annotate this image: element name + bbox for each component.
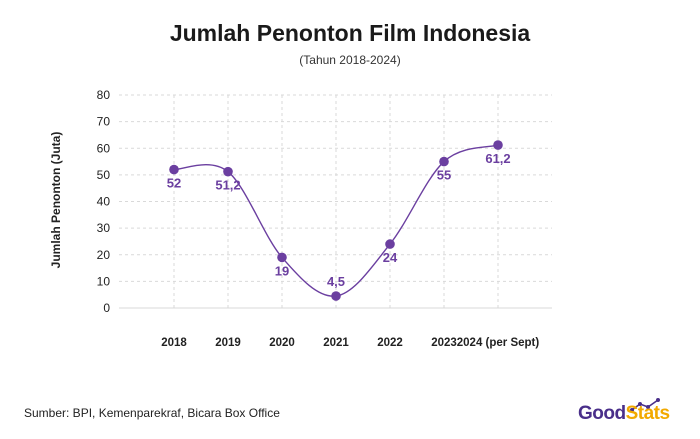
logo-good: Good [578,403,626,424]
x-tick-label: 2019 [215,337,241,349]
data-point [331,291,341,301]
chart-title: Jumlah Penonton Film Indonesia [169,20,531,46]
chart-subtitle: (Tahun 2018-2024) [299,53,401,67]
data-label: 51,2 [215,178,240,193]
data-label: 4,5 [327,274,345,289]
x-tick-label: 2023 [431,337,457,349]
source-note: Sumber: BPI, Kemenparekraf, Bicara Box O… [24,406,280,420]
data-point [493,140,503,150]
x-tick-label: 2021 [323,337,349,349]
y-tick-label: 70 [97,115,111,129]
data-label: 19 [275,263,289,278]
data-label: 55 [437,168,451,183]
data-label: 61,2 [485,151,510,166]
y-tick-label: 0 [103,301,110,315]
y-tick-label: 10 [97,274,111,288]
y-tick-label: 30 [97,221,111,235]
y-tick-label: 60 [97,141,111,155]
goodstats-logo: GoodStats [578,398,678,428]
data-point [439,156,449,167]
x-tick-label: 2020 [269,337,295,349]
data-label: 24 [383,250,398,265]
y-axis-label: Jumlah Penonton (Juta) [49,132,63,269]
logo-stats: Stats [625,403,670,424]
x-tick-label: 2022 [377,337,403,349]
y-tick-label: 40 [97,195,111,209]
y-tick-label: 20 [97,248,111,262]
data-point [169,164,179,175]
data-point [277,252,287,263]
logo-chart-icon [630,398,660,412]
data-point [223,166,233,177]
data-label: 52 [167,176,181,191]
y-tick-label: 50 [97,168,111,182]
data-point [385,239,395,249]
logo-text: GoodStats [578,403,670,425]
y-tick-label: 80 [97,88,111,102]
x-tick-label: 2024 (per Sept) [457,337,540,349]
x-tick-label: 2018 [161,337,187,349]
